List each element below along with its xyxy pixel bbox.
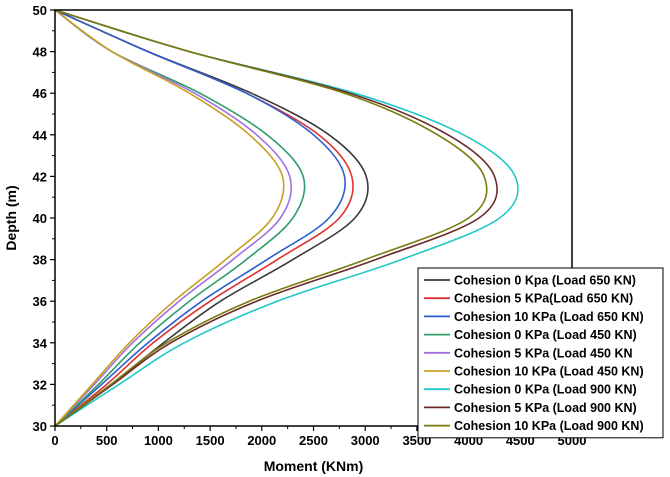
x-tick-label: 0 [51, 433, 58, 448]
y-tick-label: 34 [33, 336, 48, 351]
y-axis-title: Depth (m) [3, 185, 19, 250]
y-tick-label: 50 [33, 3, 47, 18]
legend-label: Cohesion 5 KPa (Load 450 KN [454, 346, 633, 360]
legend-item: Cohesion 5 KPa (Load 450 KN [424, 346, 633, 360]
y-tick-label: 48 [33, 45, 47, 60]
legend-label: Cohesion 0 KPa (Load 450 KN) [454, 328, 637, 342]
legend-box [417, 267, 664, 439]
y-tick-label: 38 [33, 253, 47, 268]
legend-item: Cohesion 10 KPa (Load 900 KN) [424, 419, 644, 433]
series-line-6 [54, 9, 285, 427]
y-tick-label: 32 [33, 377, 47, 392]
x-tick-label: 1500 [196, 433, 225, 448]
x-axis: 0 500 1000 1500 2000 2500 3000 3500 4000 4500 5000 [51, 426, 586, 448]
legend-item: Cohesion 0 Kpa (Load 650 KN) [424, 274, 636, 288]
series-line-5 [54, 9, 293, 427]
series-line-3 [54, 9, 346, 427]
y-tick-label: 42 [33, 169, 47, 184]
legend-label: Cohesion 0 Kpa (Load 650 KN) [454, 274, 636, 288]
legend-item: Cohesion 10 KPa (Load 450 KN) [424, 365, 644, 379]
legend-label: Cohesion 5 KPa(Load 650 KN) [454, 292, 633, 306]
x-tick-label: 2000 [247, 433, 276, 448]
y-tick-label: 36 [33, 294, 47, 309]
legend: Cohesion 0 Kpa (Load 650 KN) Cohesion 5 K… [417, 267, 664, 439]
x-tick-label: 1000 [144, 433, 173, 448]
series-line-9 [54, 9, 488, 427]
legend-label: Cohesion 10 KPa (Load 650 KN) [454, 310, 644, 324]
x-axis-title: Moment (KNm) [264, 458, 364, 474]
series-line-1 [54, 9, 369, 427]
y-tick-label: 30 [33, 419, 47, 434]
x-tick-label: 3000 [351, 433, 380, 448]
series-line-4 [54, 9, 306, 427]
legend-label: Cohesion 5 KPa (Load 900 KN) [454, 401, 637, 415]
y-axis: 30 32 34 36 38 40 42 44 46 48 50 [33, 3, 55, 434]
legend-item: Cohesion 0 KPa (Load 450 KN) [424, 328, 637, 342]
legend-label: Cohesion 10 KPa (Load 900 KN) [454, 419, 644, 433]
y-tick-label: 40 [33, 211, 47, 226]
legend-item: Cohesion 5 KPa(Load 650 KN) [424, 292, 633, 306]
x-tick-label: 500 [96, 433, 118, 448]
x-tick-label: 2500 [299, 433, 328, 448]
y-tick-label: 46 [33, 86, 47, 101]
legend-label: Cohesion 10 KPa (Load 450 KN) [454, 365, 644, 379]
legend-item: Cohesion 10 KPa (Load 650 KN) [424, 310, 644, 324]
legend-item: Cohesion 5 KPa (Load 900 KN) [424, 401, 637, 415]
legend-item: Cohesion 0 KPa (Load 900 KN) [424, 383, 637, 397]
y-tick-label: 44 [33, 128, 48, 143]
series-lines [54, 9, 519, 427]
series-line-2 [54, 9, 354, 427]
legend-label: Cohesion 0 KPa (Load 900 KN) [454, 383, 637, 397]
